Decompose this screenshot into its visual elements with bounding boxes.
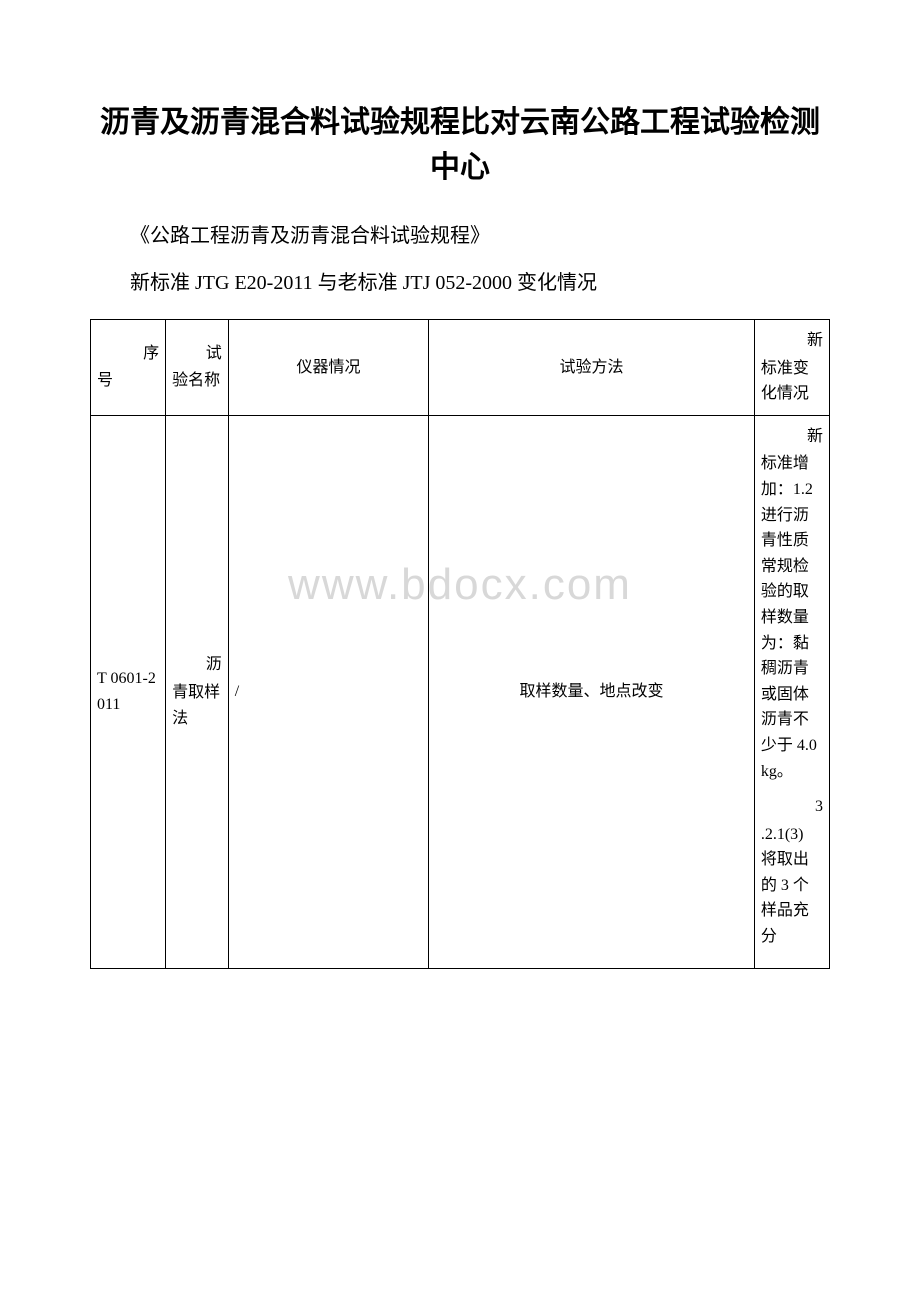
cell-sequence-no: T 0601-2011 bbox=[91, 415, 166, 968]
header-test-name: 试 验名称 bbox=[166, 320, 229, 416]
cell-method: 取样数量、地点改变 bbox=[429, 415, 755, 968]
table-row: T 0601-2011 沥 青取样法 / 取样数量、地点改变 新 标准增加：1.… bbox=[91, 415, 830, 968]
document-content: 沥青及沥青混合料试验规程比对云南公路工程试验检测中心 《公路工程沥青及沥青混合料… bbox=[90, 100, 830, 969]
table-header-row: 序 号 试 验名称 仪器情况 试验方法 新 标准变化情况 bbox=[91, 320, 830, 416]
header-sequence-no: 序 号 bbox=[91, 320, 166, 416]
cell-instrument: / bbox=[228, 415, 428, 968]
header-changes: 新 标准变化情况 bbox=[754, 320, 829, 416]
cell-test-name: 沥 青取样法 bbox=[166, 415, 229, 968]
cell-changes: 新 标准增加：1.2 进行沥青性质常规检验的取样数量为：黏稠沥青或固体沥青不少于… bbox=[754, 415, 829, 968]
header-instrument: 仪器情况 bbox=[228, 320, 428, 416]
header-method: 试验方法 bbox=[429, 320, 755, 416]
subtitle-line-2: 新标准 JTG E20-2011 与老标准 JTJ 052-2000 变化情况 bbox=[90, 267, 830, 299]
subtitle-line-1: 《公路工程沥青及沥青混合料试验规程》 bbox=[90, 220, 830, 252]
comparison-table: 序 号 试 验名称 仪器情况 试验方法 新 标准变化情况 T 0601-2011 bbox=[90, 319, 830, 969]
document-title: 沥青及沥青混合料试验规程比对云南公路工程试验检测中心 bbox=[90, 100, 830, 190]
